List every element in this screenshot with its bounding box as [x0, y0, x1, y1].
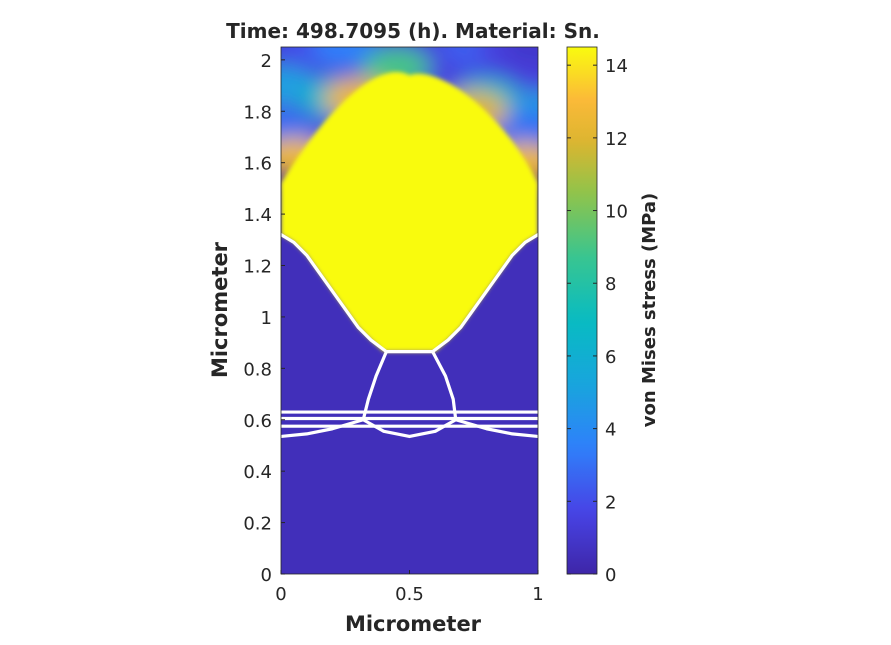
y-tick-label: 1 — [261, 308, 272, 329]
y-axis-label: Micrometer — [208, 241, 232, 378]
colorbar-tick-label: 14 — [605, 56, 628, 77]
grain-boundary-line — [281, 418, 365, 439]
y-tick-label: 0.2 — [243, 514, 272, 535]
colorbar-tick-label: 12 — [605, 129, 628, 150]
x-axis-ticks: 0 0.5 1 — [275, 570, 544, 605]
x-tick-label: 0 — [275, 584, 286, 605]
y-tick-label: 0.6 — [243, 411, 272, 432]
chart-title: Time: 498.7095 (h). Material: Sn. — [226, 19, 600, 43]
grain-boundary-line — [361, 350, 388, 422]
colorbar-label: von Mises stress (MPa) — [639, 193, 660, 427]
y-tick-label: 1.6 — [243, 154, 272, 175]
y-tick-label: 1.8 — [243, 102, 272, 123]
colorbar-tick-label: 0 — [605, 565, 616, 586]
colorbar-tick-label: 10 — [605, 202, 628, 223]
field-patch — [311, 47, 380, 67]
y-tick-label: 0.4 — [243, 462, 272, 483]
grain-boundary-line — [454, 418, 538, 439]
grain-boundary-line — [431, 350, 458, 422]
y-tick-label: 1.2 — [243, 257, 272, 278]
grain-boundary-line — [281, 233, 388, 354]
x-axis-label: Micrometer — [345, 612, 482, 636]
grain-boundaries — [281, 233, 538, 439]
high-stress-region — [281, 71, 538, 352]
y-tick-label: 2 — [261, 51, 272, 72]
y-tick-label: 1.4 — [243, 205, 272, 226]
colorbar-tick-label: 4 — [605, 420, 616, 441]
field-patch — [504, 47, 538, 67]
colorbar-tick-label: 2 — [605, 492, 616, 513]
plot-area — [281, 47, 538, 574]
y-tick-label: 0 — [261, 565, 272, 586]
y-tick-label: 0.8 — [243, 359, 272, 380]
colorbar — [566, 46, 598, 575]
colorbar-tick-label: 6 — [605, 347, 616, 368]
x-tick-label: 1 — [532, 584, 543, 605]
colorbar-ticks: 0 2 4 6 8 10 12 14 — [567, 56, 628, 586]
grain-boundary-line — [431, 233, 538, 354]
y-axis-ticks: 0 0.2 0.4 0.6 0.8 1 1.2 1.4 1.6 1.8 2 — [243, 51, 285, 586]
colorbar-tick-label: 8 — [605, 274, 616, 295]
x-tick-label: 0.5 — [395, 584, 424, 605]
